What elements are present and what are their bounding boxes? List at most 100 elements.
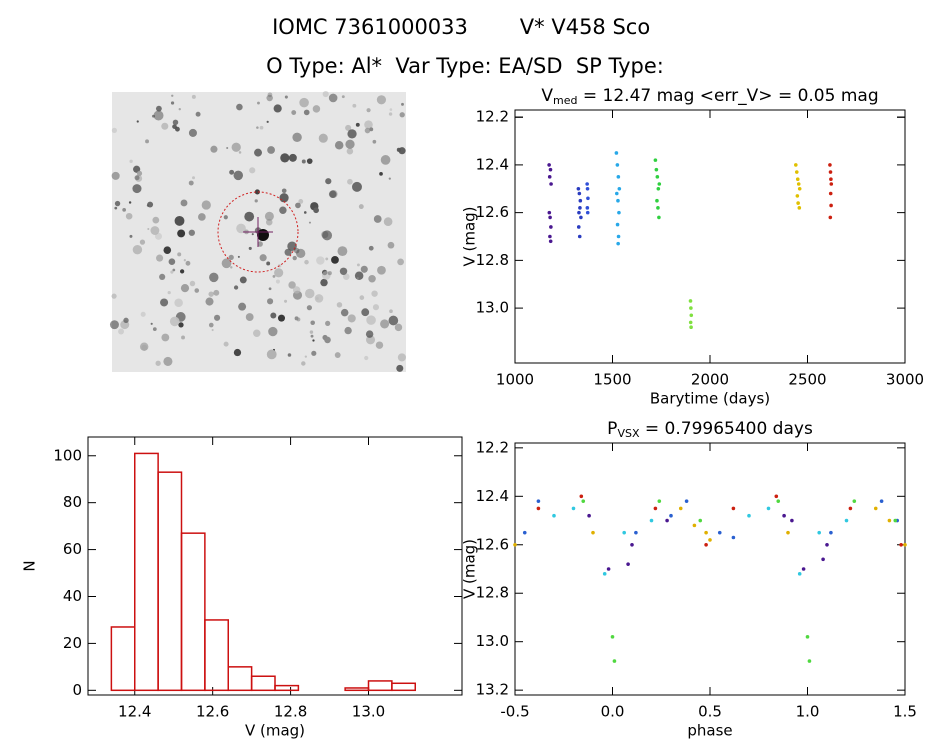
star: [170, 270, 174, 274]
target-star: [257, 229, 269, 241]
star: [358, 204, 364, 210]
star: [168, 258, 176, 266]
star: [272, 274, 276, 278]
star: [259, 125, 264, 130]
point: [887, 518, 892, 523]
star: [371, 290, 378, 297]
star: [178, 322, 184, 328]
x-tick-label: 0.5: [698, 703, 722, 721]
star: [311, 350, 317, 356]
point: [654, 167, 659, 172]
point: [708, 538, 712, 542]
star: [244, 211, 255, 222]
hist-bar: [367, 680, 393, 692]
title-subscript: VSX: [617, 427, 640, 440]
star: [254, 189, 260, 195]
star: [266, 349, 277, 360]
star: [324, 336, 331, 344]
star: [293, 247, 300, 254]
point: [689, 325, 693, 329]
star: [342, 273, 350, 280]
point: [801, 567, 806, 571]
point: [829, 182, 834, 186]
point: [548, 239, 553, 244]
star: [387, 241, 395, 249]
point: [795, 177, 800, 182]
star: [198, 213, 206, 221]
star: [325, 178, 332, 185]
y-tick-label: 13.0: [476, 632, 509, 650]
x-tick-label: 1000: [496, 371, 534, 389]
point: [616, 198, 620, 203]
star: [304, 288, 315, 299]
point: [591, 530, 595, 535]
star: [147, 228, 150, 231]
hist-bar: [134, 452, 159, 692]
point: [585, 182, 589, 186]
star: [314, 294, 324, 303]
stars: [109, 90, 406, 372]
star: [177, 252, 182, 257]
x-tick-label: 1.0: [796, 703, 820, 721]
point: [828, 170, 833, 174]
star: [299, 97, 309, 108]
point: [766, 506, 771, 511]
point: [614, 191, 619, 196]
y-tick-label: 12.2: [476, 438, 509, 456]
y-tick-label: 12.8: [476, 584, 509, 602]
hist-bar: [274, 684, 300, 692]
star: [111, 127, 117, 133]
y-axis-label: N: [21, 560, 39, 571]
point: [684, 499, 689, 503]
star: [294, 316, 299, 321]
star: [325, 320, 331, 327]
star: [233, 348, 242, 357]
point: [782, 513, 786, 518]
star: [129, 234, 133, 238]
star: [268, 326, 278, 337]
star: [377, 265, 386, 275]
y-tick-label: 12.4: [476, 155, 509, 173]
star: [171, 94, 174, 97]
point: [634, 530, 638, 535]
star: [109, 320, 119, 330]
star: [147, 201, 154, 208]
star: [356, 277, 359, 280]
point: [548, 234, 552, 239]
star: [253, 329, 261, 338]
star: [118, 328, 125, 335]
star: [388, 177, 391, 180]
point: [704, 530, 708, 535]
point: [795, 194, 800, 198]
star: [209, 272, 219, 283]
star: [238, 151, 242, 154]
title-text: = 0.79965400 days: [639, 419, 812, 439]
star: [180, 269, 185, 274]
star: [281, 188, 287, 194]
point: [821, 557, 825, 562]
x-axis-label: V (mag): [245, 722, 305, 740]
point: [844, 518, 849, 523]
star: [180, 199, 188, 207]
star: [177, 229, 186, 238]
star: [304, 355, 307, 358]
star: [226, 146, 229, 150]
star: [337, 246, 348, 257]
y-tick-label: 20: [63, 634, 82, 652]
point: [571, 506, 576, 511]
point: [893, 518, 898, 523]
point: [585, 186, 590, 191]
star: [150, 226, 160, 235]
point: [825, 542, 829, 547]
star: [160, 298, 169, 307]
point: [657, 215, 661, 220]
hist-bar: [204, 619, 229, 692]
star: [189, 280, 196, 287]
point: [615, 163, 620, 167]
point: [547, 175, 552, 179]
star: [191, 94, 196, 99]
point: [657, 499, 662, 503]
star: [364, 355, 369, 361]
star: [151, 114, 155, 118]
point: [794, 170, 799, 174]
